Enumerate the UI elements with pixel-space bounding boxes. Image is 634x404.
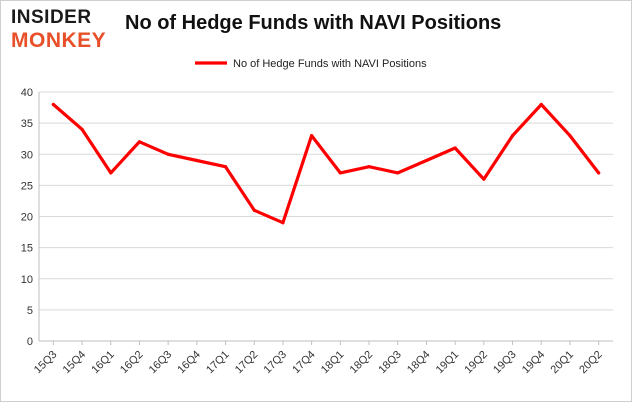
x-tick-label: 18Q2	[348, 349, 376, 377]
x-tick-label: 19Q2	[462, 349, 490, 377]
data-point	[568, 133, 572, 138]
x-tick-label: 18Q3	[376, 349, 404, 377]
x-tick-label: 17Q1	[204, 349, 232, 377]
y-tick-label: 10	[21, 274, 33, 286]
data-point	[424, 158, 429, 163]
data-point	[482, 177, 486, 181]
y-tick-label: 15	[21, 243, 33, 255]
data-point	[367, 165, 371, 169]
x-tick-label: 19Q3	[491, 349, 519, 377]
y-tick-label: 25	[21, 180, 33, 192]
data-point	[166, 152, 170, 156]
data-point	[281, 221, 285, 225]
x-tick-label: 15Q4	[61, 349, 89, 377]
x-tick-label: 15Q3	[32, 349, 60, 377]
series-line	[51, 102, 601, 225]
y-tick-label: 20	[21, 212, 33, 224]
data-point	[51, 102, 55, 107]
x-tick-label: 16Q2	[118, 349, 146, 377]
x-tick-label: 16Q4	[175, 349, 203, 377]
x-tick-label: 16Q3	[147, 349, 175, 377]
data-point	[597, 171, 601, 175]
data-point	[137, 140, 142, 144]
data-point	[223, 165, 228, 169]
data-point	[510, 133, 515, 138]
legend-label: No of Hedge Funds with NAVI Positions	[233, 58, 427, 70]
x-tick-label: 17Q3	[262, 349, 290, 377]
data-point	[80, 127, 84, 131]
y-tick-label: 35	[21, 118, 33, 130]
x-tick-label: 19Q4	[520, 349, 548, 377]
x-tick-label: 19Q1	[434, 349, 462, 377]
x-tick-label: 18Q1	[319, 349, 347, 377]
y-tick-label: 40	[21, 87, 33, 99]
x-tick-label: 20Q1	[549, 349, 577, 377]
y-tick-label: 30	[21, 149, 33, 161]
logo-line-2: MONKEY	[11, 29, 107, 52]
logo-line-1: INSIDER	[11, 7, 92, 28]
chart-title: No of Hedge Funds with NAVI Positions	[125, 12, 502, 34]
y-tick-label: 5	[27, 305, 33, 317]
x-tick-label: 17Q4	[290, 349, 318, 377]
x-tick-label: 16Q1	[89, 349, 117, 377]
data-point	[310, 133, 314, 138]
data-point	[338, 171, 342, 175]
data-point	[195, 158, 199, 163]
data-point	[396, 171, 400, 175]
insider-monkey-logo: INSIDER MONKEY	[7, 5, 119, 53]
x-tick-label: 18Q4	[405, 349, 433, 377]
data-point	[109, 171, 113, 175]
x-tick-label: 17Q2	[233, 349, 261, 377]
data-point	[539, 102, 543, 107]
data-point	[453, 146, 457, 150]
y-tick-label: 0	[27, 336, 33, 348]
data-point	[252, 208, 256, 212]
x-tick-label: 20Q2	[577, 349, 605, 377]
